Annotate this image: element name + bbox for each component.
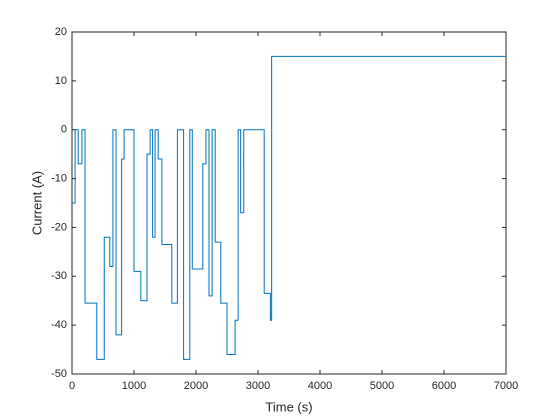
y-tick-label: -10 — [51, 172, 67, 184]
x-tick-label: 2000 — [184, 380, 208, 392]
y-tick-label: -30 — [51, 270, 67, 282]
y-tick-label: 20 — [55, 26, 67, 38]
x-tick-label: 6000 — [432, 380, 456, 392]
y-tick-label: 0 — [61, 124, 67, 136]
x-tick-label: 5000 — [370, 380, 394, 392]
y-tick-label: -20 — [51, 221, 67, 233]
data-line — [72, 55, 506, 360]
x-axis-label: Time (s) — [265, 399, 312, 414]
y-axis-label: Current (A) — [29, 171, 44, 235]
y-tick-label: -40 — [51, 319, 67, 331]
x-tick-label: 0 — [69, 380, 75, 392]
y-tick-label: 10 — [55, 75, 67, 87]
plot-area — [71, 31, 507, 375]
x-tick-label: 3000 — [246, 380, 270, 392]
x-tick-label: 7000 — [494, 380, 518, 392]
x-tick-label: 4000 — [308, 380, 332, 392]
x-tick-label: 1000 — [122, 380, 146, 392]
y-tick-label: -50 — [51, 368, 67, 380]
